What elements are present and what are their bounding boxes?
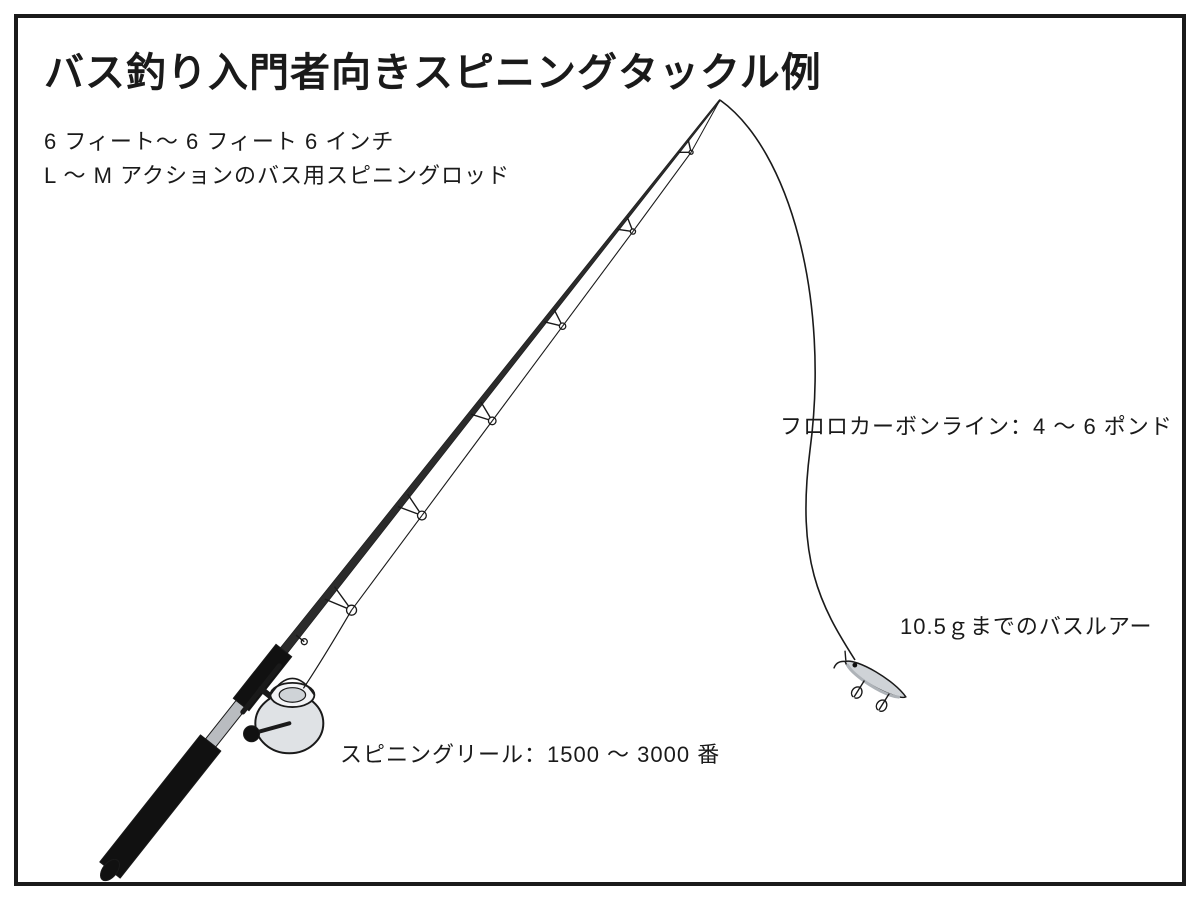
tackle-diagram	[0, 0, 1200, 900]
